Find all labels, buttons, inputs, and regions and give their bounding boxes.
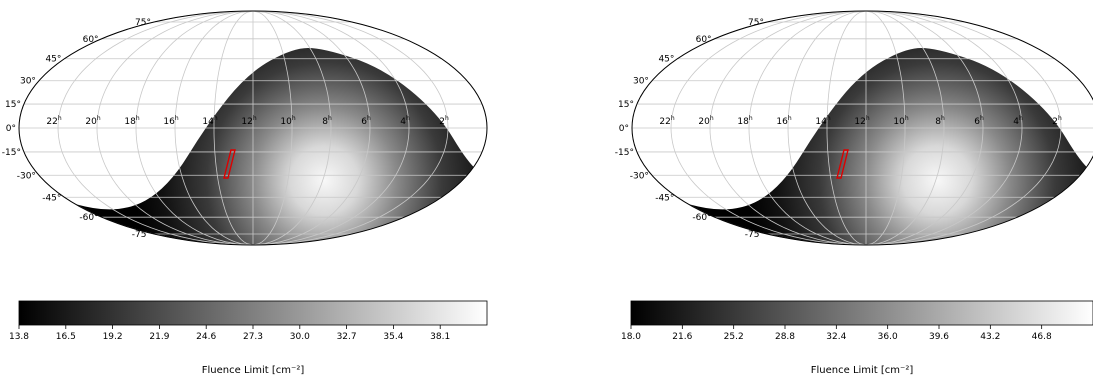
ra-tick-label: 4h — [400, 115, 410, 127]
colorbar-tick-label: 21.6 — [672, 332, 692, 342]
colorbar-tick-label: 38.1 — [430, 332, 450, 342]
dec-tick-label: 30° — [20, 77, 36, 87]
colorbar-label: Fluence Limit [cm⁻²] — [202, 365, 305, 376]
colorbar-tick-label: 18.0 — [621, 332, 641, 342]
colorbar — [630, 300, 1093, 326]
colorbar-tick-label: 27.3 — [243, 332, 263, 342]
dec-tick-label: 60° — [696, 35, 712, 45]
ra-tick-label: 18h — [737, 115, 752, 127]
ra-tick-label: 22h — [659, 115, 674, 127]
ra-tick-label: 6h — [974, 115, 984, 127]
dec-tick-label: 15° — [618, 100, 634, 110]
ra-tick-label: 2h — [1052, 115, 1062, 127]
colorbar-tick-label: 46.8 — [1032, 332, 1052, 342]
dec-tick-label: 60° — [83, 35, 99, 45]
sky-map-panel-right: 22h 20h 18h 16h 14h 12h 10h 8h 6h 4h 2h75°60°45°30… — [615, 10, 1093, 376]
dec-tick-label: -75° — [132, 230, 151, 240]
colorbar-tick-label: 32.4 — [826, 332, 846, 342]
dec-tick-label: 0° — [619, 124, 629, 134]
colorbar-tick-label: 16.5 — [56, 332, 76, 342]
dec-tick-label: 75° — [748, 18, 764, 28]
ra-tick-label: 6h — [361, 115, 371, 127]
map-boundary — [18, 10, 488, 246]
ra-tick-label: 18h — [124, 115, 139, 127]
dec-tick-label: 45° — [45, 55, 61, 65]
colorbar-tick-label: 35.4 — [383, 332, 403, 342]
dec-tick-label: -75° — [745, 230, 764, 240]
colorbar-tick-label: 39.6 — [929, 332, 949, 342]
dec-tick-label: -30° — [630, 171, 649, 181]
colorbar-tick-label: 24.6 — [196, 332, 216, 342]
ra-tick-label: 16h — [163, 115, 178, 127]
ra-tick-label: 20h — [85, 115, 100, 127]
colorbar-tick-label: 32.7 — [337, 332, 357, 342]
dec-tick-label: -15° — [615, 148, 634, 158]
source-localization-marker — [836, 149, 849, 179]
sky-map-panel-left: 22h 20h 18h 16h 14h 12h 10h 8h 6h 4h 2h75°60°45°30… — [2, 10, 488, 376]
ra-tick-label: 8h — [935, 115, 945, 127]
ra-tick-label: 22h — [46, 115, 61, 127]
fluence-heatmap-region — [632, 48, 1093, 245]
colorbar-tick-label: 19.2 — [103, 332, 123, 342]
dec-tick-label: -60° — [692, 213, 711, 223]
dec-tick-label: -45° — [42, 193, 61, 203]
source-localization-marker — [223, 149, 236, 179]
ra-tick-label: 4h — [1013, 115, 1023, 127]
ra-tick-label: 20h — [698, 115, 713, 127]
dec-tick-label: 0° — [6, 124, 16, 134]
colorbar-tick-label: 28.8 — [775, 332, 795, 342]
dec-tick-label: 75° — [135, 18, 151, 28]
ra-tick-label: 8h — [322, 115, 332, 127]
dec-tick-label: -30° — [17, 171, 36, 181]
colorbar-tick-label: 25.2 — [724, 332, 744, 342]
colorbar-tick-label: 13.8 — [9, 332, 29, 342]
colorbar-tick-label: 36.0 — [878, 332, 898, 342]
graticule — [631, 10, 1093, 246]
colorbar-tick-label: 30.0 — [290, 332, 310, 342]
colorbar-label: Fluence Limit [cm⁻²] — [811, 365, 914, 376]
dec-tick-label: 15° — [5, 100, 21, 110]
colorbar-tick-label: 43.2 — [980, 332, 1000, 342]
colorbar — [18, 300, 488, 326]
dec-tick-label: -15° — [2, 148, 21, 158]
dec-tick-label: 30° — [633, 77, 649, 87]
ra-tick-label: 16h — [776, 115, 791, 127]
colorbar-tick-label: 21.9 — [149, 332, 169, 342]
map-boundary — [631, 10, 1093, 246]
dec-tick-label: 45° — [658, 55, 674, 65]
dec-tick-label: -60° — [79, 213, 98, 223]
dec-tick-label: -45° — [655, 193, 674, 203]
ra-tick-label: 2h — [439, 115, 449, 127]
